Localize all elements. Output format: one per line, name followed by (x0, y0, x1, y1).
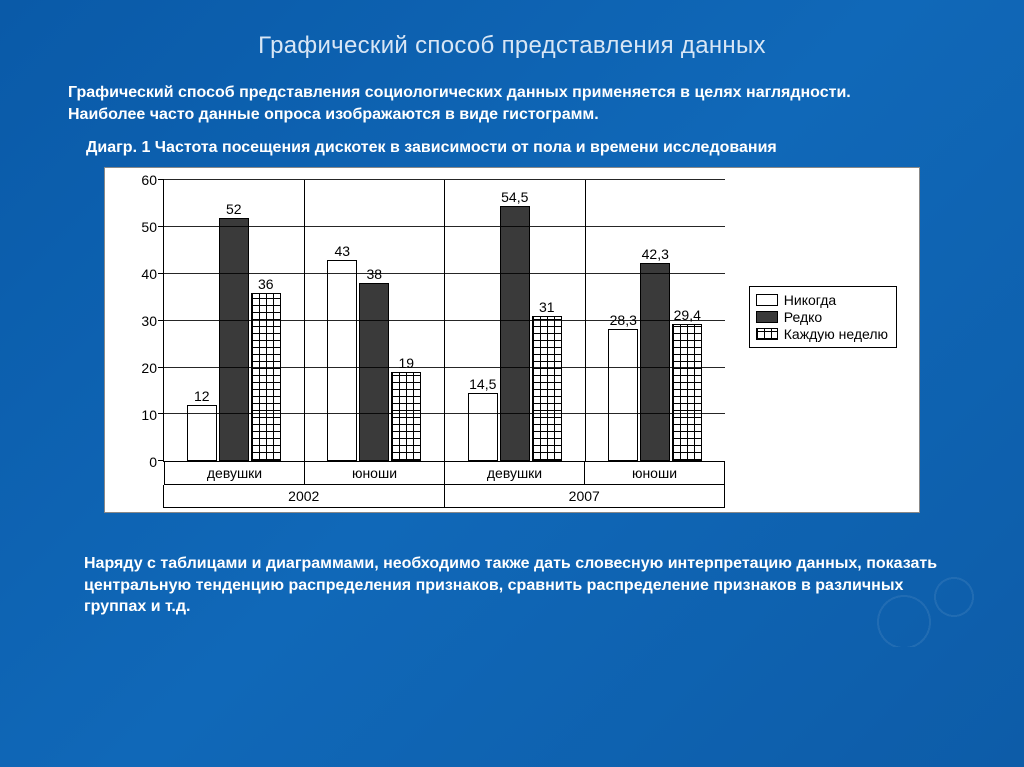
bar-value-label: 43 (334, 243, 350, 259)
bar-rarely: 38 (359, 283, 389, 461)
grid-line (164, 273, 725, 274)
grid-line (164, 320, 725, 321)
bar-group: 433819 (305, 180, 446, 461)
bar-weekly: 36 (251, 293, 281, 462)
legend-item: Редко (756, 309, 888, 325)
plot-column: 12523643381914,554,53128,342,329,4 девуш… (163, 180, 725, 508)
bar-group: 14,554,531 (445, 180, 586, 461)
x-year-label: 2002 (163, 485, 445, 508)
grid-line (164, 367, 725, 368)
bar-rarely: 52 (219, 218, 249, 462)
y-tick (158, 320, 164, 321)
outro-text: Наряду с таблицами и диаграммами, необхо… (84, 553, 940, 618)
y-tick-label: 0 (149, 454, 157, 470)
legend-swatch (756, 294, 778, 306)
bar-value-label: 19 (398, 355, 414, 371)
y-tick (158, 273, 164, 274)
legend-label: Никогда (784, 292, 836, 308)
bar-group: 125236 (164, 180, 305, 461)
y-tick (158, 226, 164, 227)
y-axis: 0102030405060 (119, 180, 163, 508)
y-tick-label: 50 (141, 219, 157, 235)
bar-rarely: 54,5 (500, 206, 530, 461)
y-tick-label: 30 (141, 313, 157, 329)
bar-value-label: 12 (194, 388, 210, 404)
chart-caption: Диагр. 1 Частота посещения дискотек в за… (86, 139, 976, 157)
y-tick-label: 40 (141, 266, 157, 282)
y-tick-label: 60 (141, 172, 157, 188)
x-axis-subgroups: девушкиюношидевушкиюноши (163, 462, 725, 485)
y-tick (158, 413, 164, 414)
bar-rarely: 42,3 (640, 263, 670, 461)
legend-label: Редко (784, 309, 822, 325)
intro-text: Графический способ представления социоло… (68, 82, 956, 125)
intro-line-1: Графический способ представления социоло… (68, 84, 851, 101)
bar-group: 28,342,329,4 (586, 180, 726, 461)
chart-container: 0102030405060 12523643381914,554,53128,3… (104, 167, 920, 513)
x-subgroup-label: юноши (305, 462, 445, 485)
bars-row: 12523643381914,554,53128,342,329,4 (164, 180, 725, 461)
bar-value-label: 52 (226, 201, 242, 217)
bar-weekly: 29,4 (672, 324, 702, 462)
legend-swatch (756, 328, 778, 340)
legend-label: Каждую неделю (784, 326, 888, 342)
legend-swatch (756, 311, 778, 323)
bar-value-label: 54,5 (501, 189, 528, 205)
intro-line-2: Наиболее часто данные опроса изображаютс… (68, 106, 599, 123)
slide: Графический способ представления данных … (0, 0, 1024, 642)
y-tick (158, 367, 164, 368)
grid-line (164, 226, 725, 227)
bar-value-label: 42,3 (642, 246, 669, 262)
bar-value-label: 38 (366, 266, 382, 282)
page-title: Графический способ представления данных (48, 32, 976, 60)
y-tick-label: 10 (141, 407, 157, 423)
legend-item: Никогда (756, 292, 888, 308)
bar-never: 43 (327, 260, 357, 461)
legend-item: Каждую неделю (756, 326, 888, 342)
bar-value-label: 14,5 (469, 376, 496, 392)
y-tick (158, 179, 164, 180)
x-subgroup-label: девушки (164, 462, 305, 485)
y-tick-label: 20 (141, 360, 157, 376)
x-year-label: 2007 (445, 485, 726, 508)
x-subgroup-label: юноши (585, 462, 725, 485)
bar-value-label: 36 (258, 276, 274, 292)
bar-weekly: 31 (532, 316, 562, 461)
plot-area: 12523643381914,554,53128,342,329,4 (163, 180, 725, 462)
bar-never: 14,5 (468, 393, 498, 461)
bar-never: 28,3 (608, 329, 638, 462)
bar-weekly: 19 (391, 372, 421, 461)
x-subgroup-label: девушки (445, 462, 585, 485)
grid-line (164, 179, 725, 180)
bar-value-label: 31 (539, 299, 555, 315)
grid-line (164, 413, 725, 414)
legend: НикогдаРедкоКаждую неделю (749, 286, 897, 348)
x-axis-years: 20022007 (163, 485, 725, 508)
y-tick (158, 460, 164, 461)
